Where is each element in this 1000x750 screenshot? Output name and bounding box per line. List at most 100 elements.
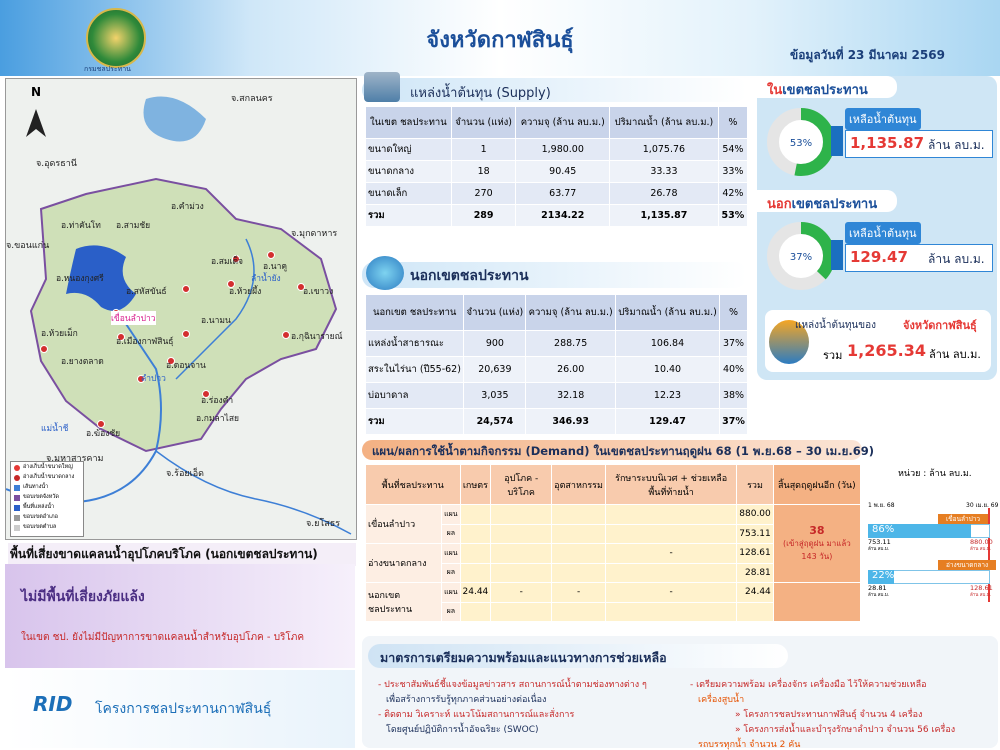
table-cell: สระในไร่นา (ปี55-62) xyxy=(364,356,465,383)
table-cell: 289 xyxy=(450,204,517,227)
map-label: จ.ขอนแก่น xyxy=(6,241,50,251)
map-label: จ.มุกดาหาร xyxy=(291,229,338,239)
supply-title: แหล่งน้ำต้นทุน (Supply) xyxy=(410,86,551,101)
legend-swatch xyxy=(14,475,20,481)
map-label: จ.ร้อยเอ็ด xyxy=(166,469,204,479)
table-cell: 63.77 xyxy=(515,182,611,205)
remaining-value-box: 1,135.87 ล้าน ลบ.ม. xyxy=(845,130,993,158)
table-cell: 880.00 xyxy=(736,504,774,525)
measure-right: » โครงการชลประทานกาฬสินธุ์ จำนวน 4 เครื่… xyxy=(735,710,923,720)
table-cell: 40% xyxy=(719,356,748,383)
table-cell: 33.33 xyxy=(609,160,719,183)
remaining-days: 38 xyxy=(809,524,825,537)
measure-right: - เตรียมความพร้อม เครื่องจักร เครื่องมือ… xyxy=(690,680,927,690)
table-cell xyxy=(604,523,738,544)
table-cell: 38% xyxy=(719,382,748,409)
table-cell: รวม xyxy=(364,408,465,435)
map-label: จ.อุดรธานี xyxy=(36,159,77,169)
column-header: ความจุ (ล้าน ลบ.ม.) xyxy=(515,106,611,139)
column-header: รักษาระบบนิเวศ + ช่วยเหลือพื้นที่ท้ายน้ำ xyxy=(604,464,738,505)
column-header: รวม xyxy=(736,464,774,505)
bar-percent: 22% xyxy=(872,570,895,581)
time-line xyxy=(988,508,990,602)
table-cell xyxy=(459,543,492,564)
data-table: นอกเขต ชลประทาน จำนวน (แห่ง) ความจุ (ล้าน … xyxy=(364,294,748,435)
table-cell: 1 xyxy=(450,138,517,161)
connector xyxy=(831,126,843,156)
data-table: ในเขต ชลประทาน จำนวน (แห่ง) ความจุ (ล้าน ล… xyxy=(365,106,749,227)
bar-used-unit: ล้าน ลบ.ม. xyxy=(868,547,890,552)
table-cell: 753.11 xyxy=(736,523,774,544)
demand-table: พื้นที่ชลประทาน เกษตร อุปโภค - บริโภค อุตสา… xyxy=(364,464,862,622)
table-cell: - xyxy=(490,582,553,603)
bar-used: 28.81 xyxy=(868,584,887,592)
dam-point xyxy=(232,255,240,263)
map-label: แม่น้ำชี xyxy=(41,424,69,434)
table-cell: เขื่อนลำปาว xyxy=(364,504,443,544)
report-date: ข้อมูลวันที่ 23 มีนาคม 2569 xyxy=(790,48,945,62)
supply-icon xyxy=(364,72,400,102)
table-cell: 1,075.76 xyxy=(609,138,719,161)
table-cell: แผน xyxy=(441,582,461,603)
total-province: จังหวัดกาฬสินธุ์ xyxy=(903,319,977,332)
supply-title-bar xyxy=(362,78,747,102)
table-cell: 26.00 xyxy=(525,356,616,383)
map-label: อ.สมเด็จ xyxy=(211,257,244,267)
map-label: อ.สามชัย xyxy=(116,221,151,231)
legend-label: อ่างเก็บน้ำขนาดใหญ่ xyxy=(23,464,73,470)
map-label: ลำน้ำยัง xyxy=(251,274,281,284)
table-cell: - xyxy=(604,543,738,564)
map-label: อ.ห้วยเม็ก xyxy=(41,329,78,339)
table-cell: 37% xyxy=(719,408,748,435)
table-row: ผล xyxy=(366,601,861,622)
table-cell: ผล xyxy=(441,523,461,544)
table-cell: ขนาดใหญ่ xyxy=(365,138,452,161)
bar-used: 753.11 xyxy=(868,538,891,546)
map-panel: N จ.สกลนคร จ.อุดรธานี จ.มุกดาหาร จ.ขอนแก่น จ.… xyxy=(5,78,357,540)
column-header: % xyxy=(719,294,748,331)
table-row: นอกเขต ชลประทาน แผน 24.44- - -24.44 xyxy=(364,582,862,622)
measure-right: » โครงการส่งน้ำและบำรุงรักษาลำปาว จำนวน … xyxy=(735,725,956,735)
map-label: อ.นามน xyxy=(201,316,231,326)
remaining-value: 1,135.87 xyxy=(850,134,925,152)
map-legend: อ่างเก็บน้ำขนาดใหญ่ อ่างเก็บน้ำขนาดกลาง เส… xyxy=(10,461,84,537)
table-row: ขนาดใหญ่ 1 1,980.00 1,075.76 54% xyxy=(365,138,749,161)
dam-point xyxy=(227,280,235,288)
logo xyxy=(86,8,146,68)
table-cell: 20,639 xyxy=(463,356,527,383)
table-cell xyxy=(490,601,553,622)
header-row: นอกเขต ชลประทาน จำนวน (แห่ง) ความจุ (ล้าน … xyxy=(364,294,748,331)
map-label: อ.คำม่วง xyxy=(171,202,204,212)
dam-point xyxy=(282,331,290,339)
total-value: 1,265.34 xyxy=(847,341,926,360)
table-row: ขนาดเล็ก 270 63.77 26.78 42% xyxy=(365,182,749,205)
table-cell: แผน xyxy=(441,543,461,564)
table-cell xyxy=(604,562,738,583)
table-cell xyxy=(490,504,553,525)
table-cell xyxy=(490,562,553,583)
measures-title: มาตรการเตรียมความพร้อมและแนวทางการช่วยเห… xyxy=(380,650,667,665)
summary-title-highlight: นอกเขตชลประทาน xyxy=(767,197,878,212)
remaining-value-box: 129.47 ล้าน ลบ.ม. xyxy=(845,244,993,272)
table-cell: 32.18 xyxy=(525,382,616,409)
table-cell: 37% xyxy=(719,330,748,357)
logo-caption: กรมชลประทาน xyxy=(84,65,131,73)
header: กรมชลประทาน จังหวัดกาฬสินธุ์ ข้อมูลวันที่ … xyxy=(0,0,1000,76)
table-cell xyxy=(736,601,774,622)
footer-logo: RID xyxy=(33,692,73,716)
legend-label: เส้นทางน้ำ xyxy=(23,484,49,490)
table-row: สระในไร่นา (ปี55-62) 20,639 26.00 10.40 40% xyxy=(364,356,748,383)
table-cell: 1,135.87 xyxy=(609,204,719,227)
connector xyxy=(831,240,843,270)
table-row: ผล 28.81 xyxy=(366,562,861,583)
map-label: อ.ห้วยผึ้ง xyxy=(229,287,262,297)
dam-point xyxy=(40,345,48,353)
lake xyxy=(143,96,206,142)
legend-label: ขอบเขตตำบล xyxy=(23,524,57,530)
remaining-unit: ล้าน ลบ.ม. xyxy=(928,138,985,152)
donut-label: 53% xyxy=(790,138,812,149)
dam-point xyxy=(137,375,145,383)
table-cell: ผล xyxy=(441,562,461,583)
dam-point xyxy=(167,357,175,365)
remaining-label: เหลือน้ำต้นทุน xyxy=(845,222,921,244)
